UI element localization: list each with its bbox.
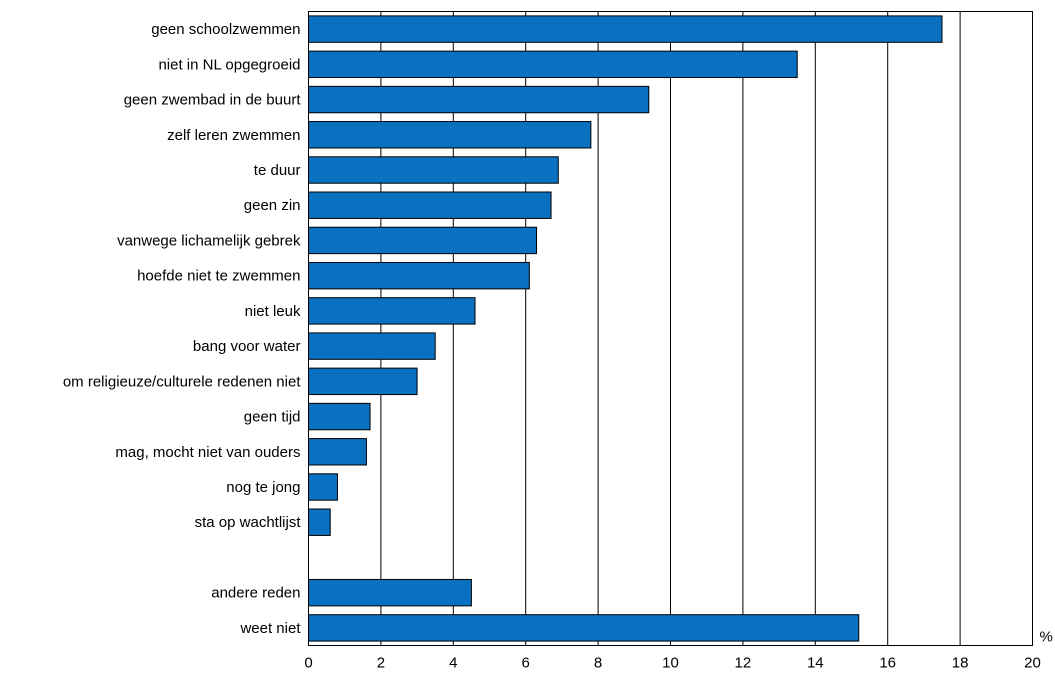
bar [308,121,592,149]
bar [308,614,860,642]
bar [308,578,472,607]
bar [308,191,552,219]
x-tick-label: 6 [522,655,530,672]
bar [308,15,943,43]
bars [308,15,943,642]
category-label: niet leuk [245,303,301,320]
bar [308,367,418,396]
category-label: geen zwembad in de buurt [124,92,302,109]
gridlines [380,11,961,646]
x-tick-label: 10 [662,655,679,672]
x-tick-label: 0 [304,655,312,672]
category-label: sta op wachtlijst [195,514,302,531]
bar [308,156,559,184]
x-tick-label: 14 [807,655,824,672]
bar [308,297,476,325]
category-label: zelf leren zwemmen [167,127,300,144]
category-label: om religieuze/culturele redenen niet [63,373,301,390]
bar [308,261,530,290]
bar [308,332,436,360]
x-tick-label: 16 [879,655,896,672]
x-tick-label: 18 [952,655,969,672]
x-tick-label: 20 [1024,655,1041,672]
category-labels: geen schoolzwemmen niet in NL opgegroeid g… [63,21,301,637]
category-label: te duur [254,162,301,179]
category-label: hoefde niet te zwemmen [137,268,300,285]
bar [308,50,798,79]
bar [308,473,338,501]
x-tick-labels: 0 2 4 6 8 10 12 14 16 18 20 [304,655,1041,672]
bar [308,438,367,466]
bar [308,402,371,431]
category-label: geen tijd [244,409,301,426]
plot-area-frame [308,11,1033,646]
category-label: geen zin [244,197,301,214]
bar [308,226,538,255]
x-tick-label: 12 [735,655,752,672]
category-label: niet in NL opgegroeid [158,56,300,73]
category-label: bang voor water [193,338,301,355]
category-label: andere reden [211,585,300,602]
category-label: weet niet [239,620,301,637]
category-label: nog te jong [226,479,300,496]
x-tick-label: 8 [594,655,602,672]
x-tick-label: 2 [377,655,385,672]
x-unit-label: % [1040,629,1053,646]
category-label: vanwege lichamelijk gebrek [117,232,301,249]
bar [308,508,331,536]
x-tick-label: 4 [449,655,457,672]
category-label: mag, mocht niet van ouders [115,444,300,461]
bar [308,85,650,114]
category-label: geen schoolzwemmen [151,21,300,38]
